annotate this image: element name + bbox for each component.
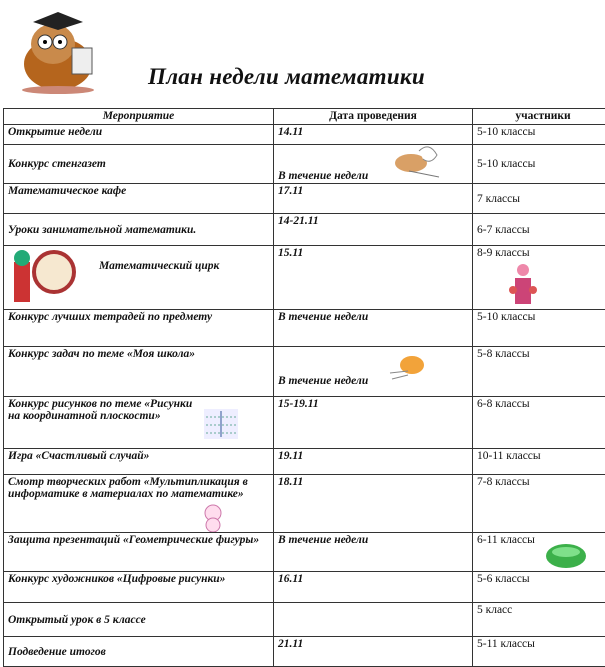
participants-cell: 5-8 классы [473,347,605,397]
participants-cell: 5-10 классы [473,145,605,184]
event-cell: Подведение итогов [4,637,274,667]
date-cell: 21.11 [274,637,473,667]
participants-cell: 6-7 классы [473,214,605,246]
table-row: Конкурс художников «Цифровые рисунки»16.… [4,572,605,603]
event-cell: Конкурс рисунков по теме «Рисунки на коо… [4,397,274,449]
pig-cartoon-icon [200,504,226,535]
date-cell: В течение недели [274,347,473,397]
event-cell: Конкурс задач по теме «Моя школа» [4,347,274,397]
date-cell: 19.11 [274,449,473,475]
date-cell: 15-19.11 [274,397,473,449]
running-character-icon [386,353,428,386]
dog-clipart-icon [389,141,444,182]
participants-cell: 5-10 классы [473,125,605,145]
header-event: Мероприятие [4,109,274,125]
participants-cell: 8-9 классы [473,246,605,310]
participants-cell: 10-11 классы [473,449,605,475]
table-row: Смотр творческих работ «Мультипликация в… [4,475,605,533]
event-cell: Конкурс лучших тетрадей по предмету [4,310,274,347]
clown-drummer-icon [8,248,78,309]
coordinate-plane-icon [204,409,238,442]
header-date: Дата проведения [274,109,473,125]
header-participants: участники [473,109,605,125]
date-cell: 15.11 [274,246,473,310]
event-cell: Конкурс стенгазет [4,145,274,184]
event-cell: Конкурс художников «Цифровые рисунки» [4,572,274,603]
event-cell: Открытый урок в 5 классе [4,603,274,637]
table-row: Защита презентаций «Геометрические фигур… [4,533,605,572]
date-cell: 14-21.11 [274,214,473,246]
event-cell: Защита презентаций «Геометрические фигур… [4,533,274,572]
event-cell: Открытие недели [4,125,274,145]
event-cell: Математическое кафе [4,184,274,214]
participants-cell: 6-8 классы [473,397,605,449]
date-cell: В течение недели [274,533,473,572]
table-row: Конкурс рисунков по теме «Рисунки на коо… [4,397,605,449]
date-cell: 17.11 [274,184,473,214]
table-row: Открытый урок в 5 классе 5 класс [4,603,605,637]
participants-cell: 5-10 классы [473,310,605,347]
event-cell: Математический цирк [4,246,274,310]
date-cell [274,603,473,637]
owl-professor-logo [8,4,108,94]
event-cell: Смотр творческих работ «Мультипликация в… [4,475,274,533]
date-cell: 18.11 [274,475,473,533]
date-cell: 16.11 [274,572,473,603]
date-cell: В течение недели [274,145,473,184]
table-row: Конкурс задач по теме «Моя школа»В течен… [4,347,605,397]
date-cell: В течение недели [274,310,473,347]
page-title: План недели математики [148,64,425,90]
participants-cell: 6-11 классы [473,533,605,572]
participants-cell: 7 классы [473,184,605,214]
participants-cell: 5-11 классы [473,637,605,667]
participants-cell: 5 класс [473,603,605,637]
table-header-row: Мероприятие Дата проведения участники [4,109,605,125]
participants-cell: 7-8 классы [473,475,605,533]
event-cell: Игра «Счастливый случай» [4,449,274,475]
events-table: Мероприятие Дата проведения участники От… [3,108,605,667]
green-dome-icon [545,543,587,572]
clown-juggler-icon [507,260,539,311]
event-cell: Уроки занимательной математики. [4,214,274,246]
participants-cell: 5-6 классы [473,572,605,603]
